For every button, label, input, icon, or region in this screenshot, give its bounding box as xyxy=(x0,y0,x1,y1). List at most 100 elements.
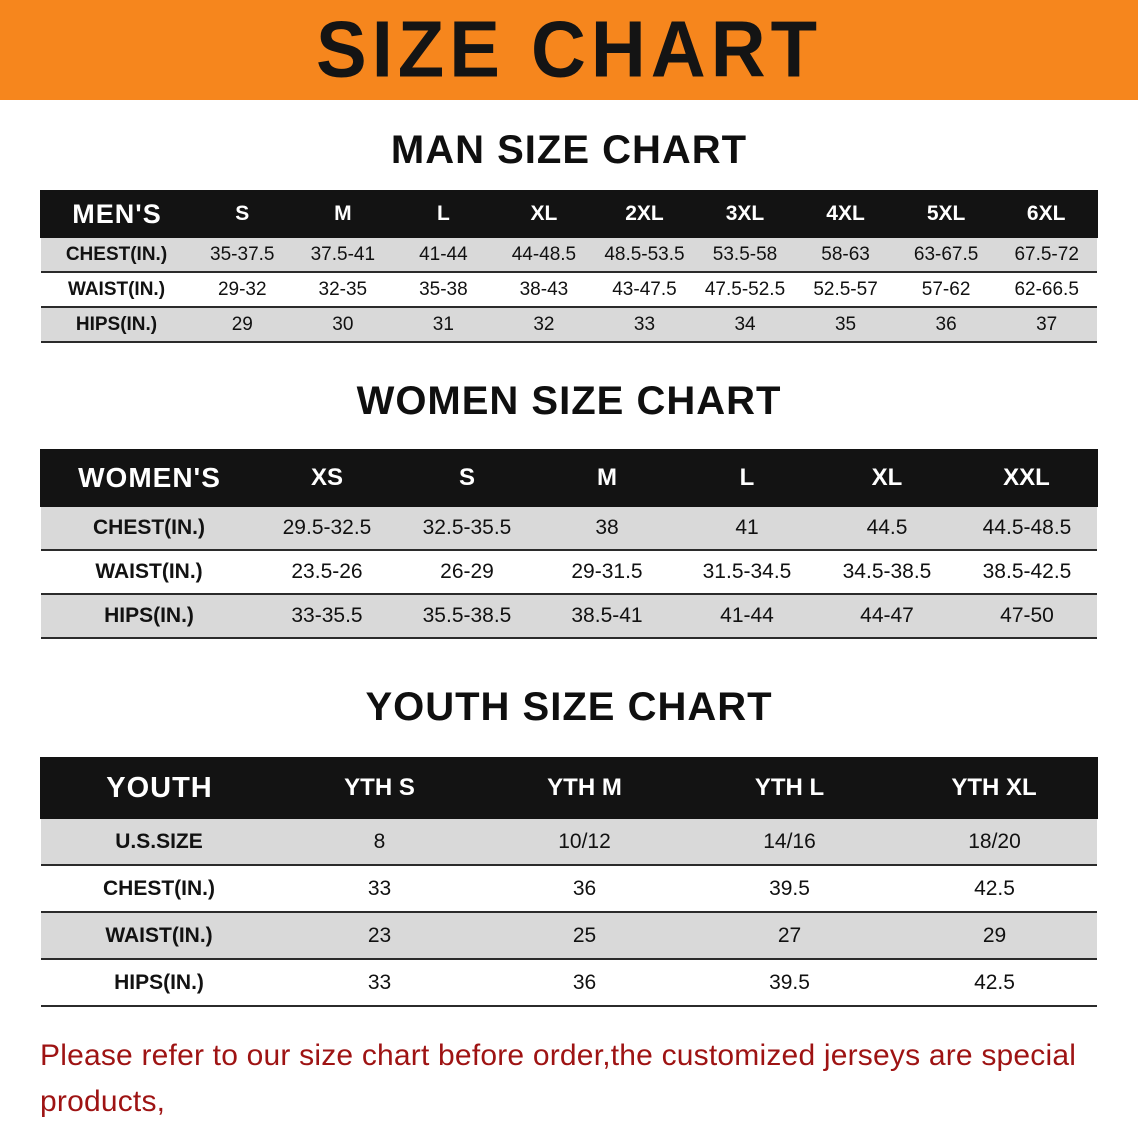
cell: 25 xyxy=(572,923,597,947)
row-label: HIPS(IN.) xyxy=(75,313,158,335)
row-label: CHEST(IN.) xyxy=(103,876,215,900)
table-row: CHEST(IN.) 29.5-32.5 32.5-35.5 38 41 44.5 44.5… xyxy=(41,506,1097,550)
row-label: CHEST(IN.) xyxy=(93,516,205,539)
cell: 29-32 xyxy=(217,278,267,300)
table-row: HIPS(IN.) 29 30 31 32 33 34 35 36 37 xyxy=(41,307,1097,342)
row-label: CHEST(IN.) xyxy=(65,243,168,265)
cell: 41 xyxy=(735,516,759,539)
cell: 39.5 xyxy=(769,876,810,900)
size-table: MEN'S S M L XL 2XL 3XL 4XL 5XL 6XL CHEST(IN.) 35-37… xyxy=(40,190,1098,343)
cell: 35-38 xyxy=(419,278,468,300)
cell: 18/20 xyxy=(968,829,1021,853)
column-header: S xyxy=(192,191,293,237)
cell: 14/16 xyxy=(763,829,816,853)
cell: 33-35.5 xyxy=(291,604,363,627)
men-section-heading: MAN SIZE CHART xyxy=(390,128,748,172)
cell: 42.5 xyxy=(974,970,1015,994)
cell: 53.5-58 xyxy=(712,243,778,265)
notice-line-1: Please refer to our size chart before or… xyxy=(40,1039,1077,1118)
column-header: YTH S xyxy=(277,758,482,818)
cell: 38.5-42.5 xyxy=(982,560,1072,583)
table-row: CHEST(IN.) 35-37.5 37.5-41 41-44 44-48.5 48.5… xyxy=(41,237,1097,272)
cell: 44.5-48.5 xyxy=(982,516,1072,539)
cell: 30 xyxy=(332,313,354,335)
women-size-table-host: WOMEN'S XS S M L XL XXL CHEST(IN.) 29.5-32.5 32.5… xyxy=(40,449,1098,639)
table-row: CHEST(IN.) 33 36 39.5 42.5 xyxy=(41,865,1097,912)
row-label: WAIST(IN.) xyxy=(67,278,166,300)
cell: 52.5-57 xyxy=(813,278,878,300)
table-row: WAIST(IN.) 23 25 27 29 xyxy=(41,912,1097,959)
cell: 63-67.5 xyxy=(913,243,979,265)
table-row: HIPS(IN.) 33 36 39.5 42.5 xyxy=(41,959,1097,1006)
cell: 58-63 xyxy=(821,243,870,265)
notice-line-2: we don't accept cancel, change, teturn o… xyxy=(40,1124,1098,1132)
cell: 42.5 xyxy=(974,876,1015,900)
table-row: U.S.SIZE 8 10/12 14/16 18/20 xyxy=(41,818,1097,865)
column-header: 5XL xyxy=(895,191,997,237)
cell: 36 xyxy=(572,876,597,900)
table-row: HIPS(IN.) 33-35.5 35.5-38.5 38.5-41 41-44 44-… xyxy=(41,594,1097,638)
cell: 37 xyxy=(1036,313,1058,335)
size-table: WOMEN'S XS S M L XL XXL CHEST(IN.) 29.5-32.5 32.5… xyxy=(40,449,1098,639)
cell: 29-31.5 xyxy=(571,560,643,583)
cell: 44.5 xyxy=(866,516,908,539)
table-title: YOUTH xyxy=(41,758,277,818)
cell: 33 xyxy=(367,970,392,994)
cell: 41-44 xyxy=(720,604,774,627)
men-size-table-host: MEN'S S M L XL 2XL 3XL 4XL 5XL 6XL CHEST(IN.) 35-37… xyxy=(40,190,1098,343)
cell: 44-47 xyxy=(860,604,914,627)
column-header: XL xyxy=(493,191,595,237)
cell: 29 xyxy=(982,923,1007,947)
men-size-section: MAN SIZE CHART MEN'S S M L XL 2XL 3XL 4XL 5XL 6XL… xyxy=(0,128,1138,343)
column-header: 6XL xyxy=(996,191,1097,237)
cell: 23 xyxy=(367,923,392,947)
cell: 32 xyxy=(533,313,555,335)
youth-size-table-host: YOUTH YTH S YTH M YTH L YTH XL U.S.SIZE 8 10/12… xyxy=(40,757,1098,1007)
cell: 67.5-72 xyxy=(1014,243,1079,265)
cell: 62-66.5 xyxy=(1014,278,1079,300)
cell: 38.5-41 xyxy=(571,604,643,627)
cell: 35-37.5 xyxy=(210,243,275,265)
cell: 39.5 xyxy=(769,970,810,994)
cell: 10/12 xyxy=(558,829,611,853)
row-label: HIPS(IN.) xyxy=(114,970,204,994)
cell: 31 xyxy=(432,313,454,335)
row-label: WAIST(IN.) xyxy=(95,560,203,583)
column-header: 4XL xyxy=(795,191,896,237)
column-header: M xyxy=(537,450,677,506)
cell: 36 xyxy=(935,313,957,335)
row-label: WAIST(IN.) xyxy=(105,923,213,947)
header-row: MEN'S S M L XL 2XL 3XL 4XL 5XL 6XL xyxy=(41,191,1097,237)
cell: 35 xyxy=(834,313,857,335)
cell: 33 xyxy=(367,876,392,900)
banner: SIZE CHART xyxy=(0,0,1138,100)
cell: 38-43 xyxy=(519,278,569,300)
order-notice: Please refer to our size chart before or… xyxy=(40,1033,1098,1132)
column-header: M xyxy=(292,191,394,237)
column-header: XS xyxy=(257,450,397,506)
row-label: HIPS(IN.) xyxy=(104,604,194,627)
table-row: WAIST(IN.) 23.5-26 26-29 29-31.5 31.5-34.5 34… xyxy=(41,550,1097,594)
cell: 36 xyxy=(572,970,597,994)
cell: 48.5-53.5 xyxy=(604,243,685,265)
women-size-section: WOMEN SIZE CHART WOMEN'S XS S M L XL XXL CHEST(… xyxy=(0,379,1138,639)
page-title: SIZE CHART xyxy=(316,4,822,95)
cell: 34 xyxy=(734,313,756,335)
cell: 33 xyxy=(633,313,656,335)
cell: 32.5-35.5 xyxy=(422,516,512,539)
header-row: YOUTH YTH S YTH M YTH L YTH XL xyxy=(41,758,1097,818)
cell: 47-50 xyxy=(1000,604,1054,627)
table-row: WAIST(IN.) 29-32 32-35 35-38 38-43 43-47.5 47.… xyxy=(41,272,1097,307)
column-header: S xyxy=(397,450,537,506)
cell: 32-35 xyxy=(318,278,368,300)
column-header: L xyxy=(393,191,494,237)
cell: 26-29 xyxy=(440,560,494,583)
youth-section-heading: YOUTH SIZE CHART xyxy=(365,685,773,729)
column-header: YTH L xyxy=(687,758,892,818)
cell: 38 xyxy=(595,516,619,539)
size-table: YOUTH YTH S YTH M YTH L YTH XL U.S.SIZE 8 10/12… xyxy=(40,757,1098,1007)
cell: 57-62 xyxy=(921,278,971,300)
cell: 41-44 xyxy=(419,243,468,265)
header-row: WOMEN'S XS S M L XL XXL xyxy=(41,450,1097,506)
